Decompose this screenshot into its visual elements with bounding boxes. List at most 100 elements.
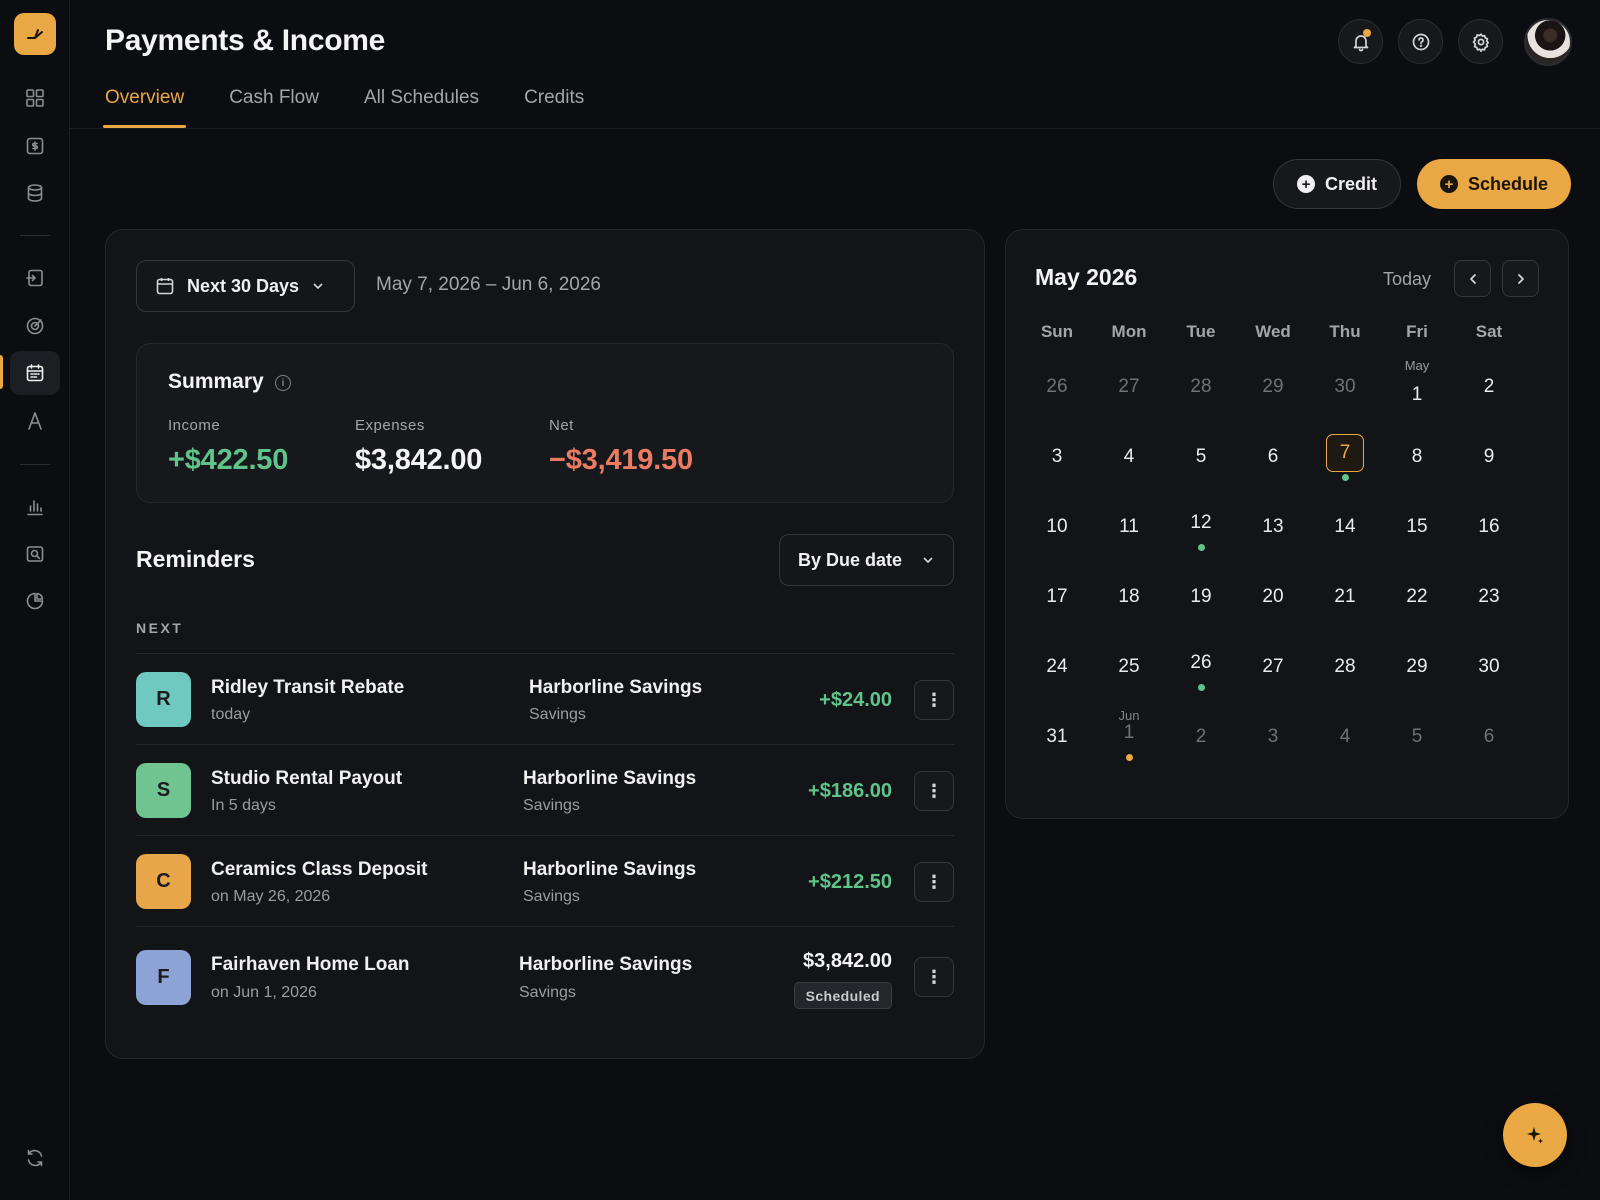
assistant-fab-button[interactable] [1503, 1103, 1567, 1167]
calendar-day[interactable]: 29 [1237, 352, 1309, 422]
day-number: 29 [1406, 656, 1428, 677]
calendar-day[interactable]: 21 [1309, 562, 1381, 632]
list-item[interactable]: C Ceramics Class Deposit on May 26, 2026… [136, 835, 954, 926]
calendar-day[interactable]: 14 [1309, 492, 1381, 562]
event-dot [1197, 684, 1205, 691]
list-item[interactable]: F Fairhaven Home Loan on Jun 1, 2026 Har… [136, 926, 954, 1026]
calendar-day[interactable]: 30 [1453, 632, 1525, 702]
header-divider [70, 128, 1600, 129]
day-number: 26 [1046, 376, 1068, 397]
calendar-day[interactable]: 12 [1165, 492, 1237, 562]
payee-avatar: F [136, 950, 191, 1005]
list-item[interactable]: S Studio Rental Payout In 5 days Harborl… [136, 744, 954, 835]
tab-bar: Overview Cash Flow All Schedules Credits [102, 84, 585, 128]
calendar-day[interactable]: 4 [1093, 422, 1165, 492]
calendar-day[interactable]: 6 [1453, 702, 1525, 772]
sidebar-item-import[interactable] [10, 256, 60, 300]
calendar-day[interactable]: 2 [1453, 352, 1525, 422]
weekday-label: Tue [1186, 322, 1216, 341]
calendar-day[interactable]: 3 [1021, 422, 1093, 492]
sidebar-item-budget[interactable] [10, 579, 60, 623]
calendar-prev-button[interactable] [1454, 260, 1491, 297]
calendar-day[interactable]: 27 [1237, 632, 1309, 702]
calendar-day[interactable]: 18 [1093, 562, 1165, 632]
row-menu-button[interactable]: ⋮ [914, 680, 954, 720]
tab-cash-flow[interactable]: Cash Flow [229, 87, 319, 108]
settings-button[interactable] [1458, 19, 1503, 64]
sidebar-item-dashboard[interactable] [10, 76, 60, 120]
day-number: 26 [1190, 652, 1212, 673]
calendar-day[interactable]: Jun 1 [1093, 702, 1165, 772]
calendar-day[interactable]: 28 [1309, 632, 1381, 702]
day-number: 16 [1478, 516, 1500, 537]
add-schedule-button[interactable]: + Schedule [1417, 159, 1571, 209]
help-button[interactable] [1398, 19, 1443, 64]
tab-all-schedules[interactable]: All Schedules [363, 87, 480, 108]
calendar-day[interactable]: 10 [1021, 492, 1093, 562]
calendar-day[interactable]: May 1 [1381, 352, 1453, 422]
calendar-day[interactable]: 16 [1453, 492, 1525, 562]
date-range-dropdown[interactable]: Next 30 Days [136, 260, 355, 312]
calendar-day[interactable]: 17 [1021, 562, 1093, 632]
sidebar-item-accounts[interactable] [10, 171, 60, 215]
calendar-day[interactable]: 25 [1093, 632, 1165, 702]
reminder-name: Studio Rental Payout [211, 768, 403, 789]
day-number: 1 [1123, 722, 1135, 743]
calendar-day[interactable]: 23 [1453, 562, 1525, 632]
sidebar-item-reports[interactable] [10, 485, 60, 529]
search-card-icon [26, 546, 44, 562]
calendar-day[interactable]: 30 [1309, 352, 1381, 422]
info-icon[interactable]: i [275, 375, 291, 391]
calendar-day[interactable]: 15 [1381, 492, 1453, 562]
add-credit-button[interactable]: + Credit [1273, 159, 1401, 209]
row-menu-button[interactable]: ⋮ [914, 862, 954, 902]
calendar-day[interactable]: 13 [1237, 492, 1309, 562]
calendar-day[interactable]: 19 [1165, 562, 1237, 632]
row-menu-button[interactable]: ⋮ [914, 957, 954, 997]
calendar-day-today[interactable]: 7 [1309, 422, 1381, 492]
calendar-day[interactable]: 4 [1309, 702, 1381, 772]
day-number: 22 [1406, 586, 1428, 607]
calendar-day[interactable]: 11 [1093, 492, 1165, 562]
app-logo[interactable] [14, 13, 56, 55]
calendar-day[interactable]: 24 [1021, 632, 1093, 702]
sidebar-item-goals[interactable] [10, 304, 60, 348]
sidebar-item-transactions[interactable] [10, 124, 60, 168]
row-menu-button[interactable]: ⋮ [914, 771, 954, 811]
tab-overview[interactable]: Overview [102, 84, 187, 128]
calendar-day[interactable]: 26 [1021, 352, 1093, 422]
calendar-today-button[interactable]: Today [1383, 269, 1432, 289]
calendar-day[interactable]: 9 [1453, 422, 1525, 492]
day-number: 25 [1118, 656, 1140, 677]
sidebar-item-rules[interactable] [10, 399, 60, 443]
calendar-day[interactable]: 2 [1165, 702, 1237, 772]
notifications-button[interactable] [1338, 19, 1383, 64]
calendar-day[interactable]: 5 [1165, 422, 1237, 492]
day-number: 14 [1334, 516, 1356, 537]
tab-credits[interactable]: Credits [524, 87, 585, 108]
sort-dropdown[interactable]: By Due date [779, 534, 954, 586]
sidebar-item-schedules[interactable] [10, 351, 60, 395]
calendar-day[interactable]: 31 [1021, 702, 1093, 772]
calendar-day[interactable]: 29 [1381, 632, 1453, 702]
more-vertical-icon: ⋮ [925, 781, 943, 801]
sidebar-item-search[interactable] [10, 532, 60, 576]
expenses-label: Expenses [355, 417, 425, 434]
import-icon [26, 269, 43, 287]
calendar-day[interactable]: 5 [1381, 702, 1453, 772]
calendar-day[interactable]: 26 [1165, 632, 1237, 702]
calendar-day[interactable]: 27 [1093, 352, 1165, 422]
calendar-next-button[interactable] [1502, 260, 1539, 297]
calendar-day[interactable]: 8 [1381, 422, 1453, 492]
day-number: 20 [1262, 586, 1284, 607]
calendar-day[interactable]: 6 [1237, 422, 1309, 492]
calendar-day[interactable]: 28 [1165, 352, 1237, 422]
sidebar-item-sync[interactable] [10, 1136, 60, 1180]
calendar-day[interactable]: 20 [1237, 562, 1309, 632]
more-vertical-icon: ⋮ [925, 872, 943, 892]
list-item[interactable]: R Ridley Transit Rebate today Harborline… [136, 653, 954, 744]
calendar-day[interactable]: 3 [1237, 702, 1309, 772]
account-type: Savings [523, 888, 580, 905]
user-avatar[interactable] [1524, 18, 1572, 66]
calendar-day[interactable]: 22 [1381, 562, 1453, 632]
